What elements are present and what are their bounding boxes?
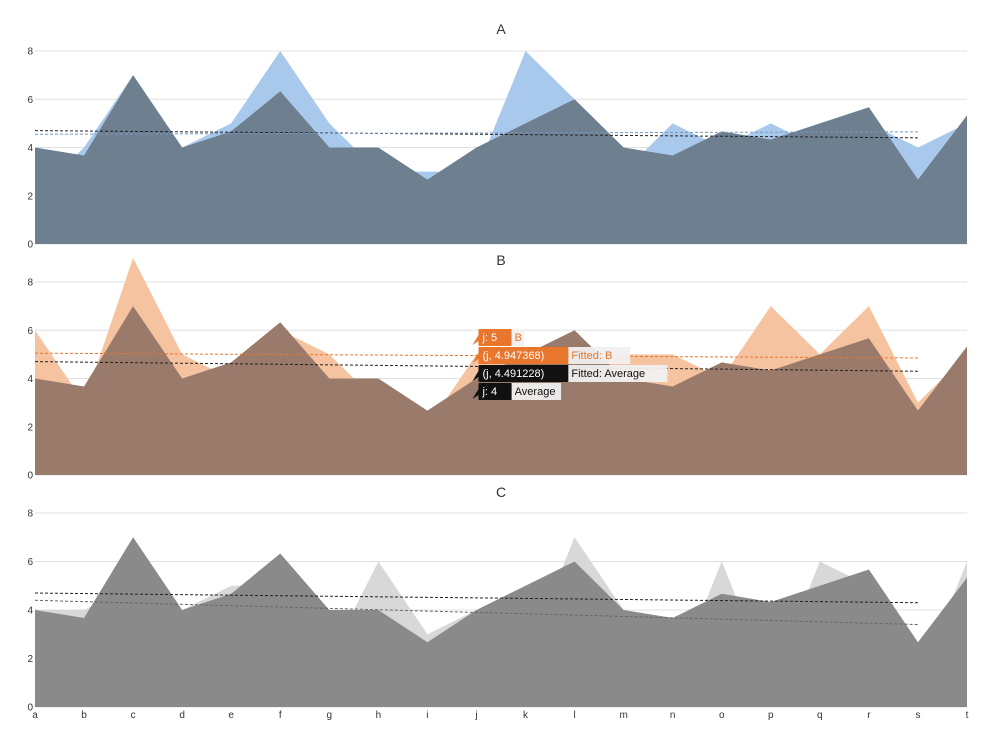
tooltip-tag-bg [478,347,569,364]
trend-line-1 [34,130,918,139]
fitted-b [34,352,918,359]
tooltip-label-bg [511,383,562,400]
x-tick-label: s [915,710,920,721]
tooltip-tag: (j, 4.491228) [482,368,544,380]
tooltip-label: B [515,332,522,344]
x-tick-label: m [619,710,627,721]
tooltip: j: 5 B (j, 4.947368) Fitted: B (j, 4.491228)… [472,329,668,400]
y-tick-label: 0 [27,703,33,714]
tooltip-pointer [472,335,479,345]
x-tick-label: t [966,710,969,721]
tooltip-label: Fitted: Average [571,368,645,380]
tooltip-label: Average [515,386,556,398]
chart-panel-c: C 0 2 4 6 8 a b c d e f g h i j k l m n o p q r s t [27,484,968,721]
y-tick-label: 0 [27,240,33,251]
trend-line-2 [34,599,918,626]
y-tick-label: 2 [27,654,33,665]
y-tick-label: 0 [27,471,33,482]
y-tick-label: 6 [27,95,33,106]
y-tick-label: 8 [27,47,33,58]
x-tick-label: f [279,710,282,721]
tooltip-pointer [472,353,479,363]
tooltip-pointer [472,371,479,381]
x-tick-label: r [867,710,871,721]
area-series-2 [35,75,967,244]
fitted-average [34,361,918,372]
chart-panel-b: B 0 2 4 6 8 j: 5 B (j, 4.947368) Fitted: B (j, 4.4… [27,252,967,482]
x-tick-label: k [523,710,529,721]
x-tick-label: c [131,710,136,721]
x-tick-label: h [376,710,382,721]
tooltip-label: Fitted: B [571,350,612,362]
tooltip-tag-bg [478,365,569,382]
chart-panel-a: A 0 2 4 6 8 [27,21,967,251]
chart-title: B [496,252,505,268]
y-tick-label: 8 [27,278,33,289]
area-series-2 [35,537,967,707]
tooltip-tag: (j, 4.947368) [482,350,544,362]
y-tick-label: 6 [27,326,33,337]
x-tick-label: j [474,710,477,721]
x-tick-label: l [573,710,575,721]
y-tick-label: 4 [27,606,33,617]
trend-line-2 [34,131,918,135]
tooltip-tag-bg [478,329,512,346]
x-tick-label: d [179,710,185,721]
tooltip-tag: j: 5 [481,332,497,344]
x-tick-label: e [228,710,234,721]
chart-title: C [496,484,506,500]
x-tick-label: a [32,710,38,721]
x-tick-label: i [426,710,428,721]
y-tick-label: 6 [27,557,33,568]
trend-line-1 [34,592,918,604]
x-tick-label: o [719,710,725,721]
tooltip-label-bg [568,365,668,382]
tooltip-label-bg [511,329,524,346]
x-tick-label: g [327,710,333,721]
y-tick-label: 8 [27,509,33,520]
x-tick-label: b [81,710,87,721]
x-tick-label: n [670,710,676,721]
x-tick-label: q [817,710,823,721]
tooltip-pointer [472,389,479,399]
tooltip-tag: j: 4 [481,386,497,398]
y-tick-label: 2 [27,191,33,202]
y-tick-label: 4 [27,143,33,154]
tooltip-tag-bg [478,383,512,400]
chart-title: A [496,21,506,37]
x-tick-label: p [768,710,774,721]
y-tick-label: 4 [27,374,33,385]
tooltip-label-bg [568,347,631,364]
y-tick-label: 2 [27,422,33,433]
